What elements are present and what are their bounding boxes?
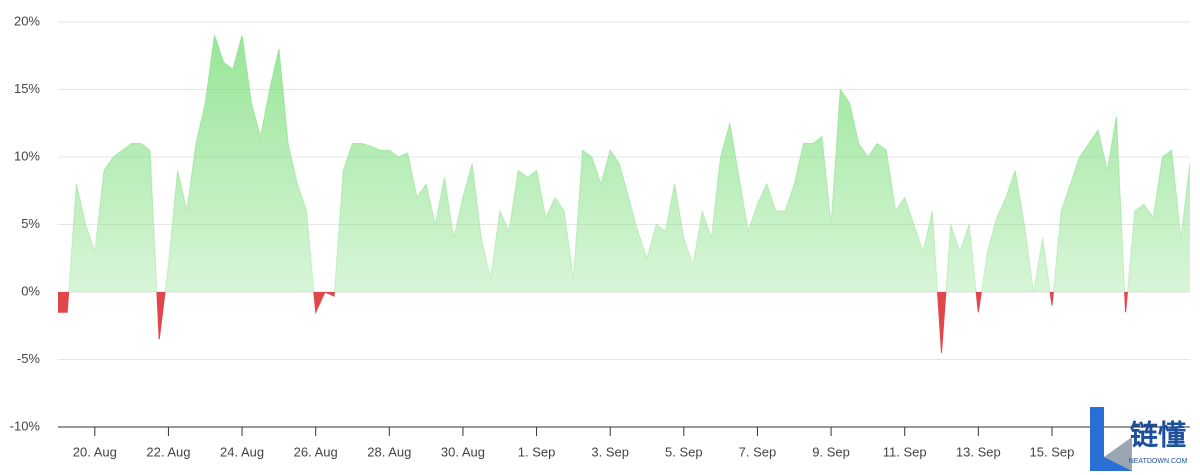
y-tick-label: -5% <box>17 351 41 366</box>
area <box>58 35 1190 353</box>
y-tick-label: 15% <box>14 81 40 96</box>
watermark: 链懂 NEATDOWN.COM <box>1090 407 1187 471</box>
watermark-subtext: NEATDOWN.COM <box>1129 458 1188 465</box>
x-tick-label: 24. Aug <box>220 444 264 459</box>
x-tick-label: 3. Sep <box>591 444 629 459</box>
y-tick-label: 0% <box>21 283 40 298</box>
logo-mark <box>1090 407 1132 471</box>
x-tick-label: 22. Aug <box>146 444 190 459</box>
x-tick-label: 15. Sep <box>1030 444 1075 459</box>
x-tick-label: 7. Sep <box>739 444 777 459</box>
x-tick-label: 9. Sep <box>812 444 850 459</box>
y-tick-label: 20% <box>14 13 40 28</box>
x-tick-label: 5. Sep <box>665 444 703 459</box>
logo-shade <box>1104 437 1132 471</box>
watermark-text: 链懂 <box>1130 419 1186 450</box>
y-tick-label: -10% <box>10 418 41 433</box>
x-tick-label: 13. Sep <box>956 444 1001 459</box>
y-tick-label: 5% <box>21 216 40 231</box>
area-line <box>58 35 1191 353</box>
x-tick-label: 26. Aug <box>294 444 338 459</box>
x-tick-label: 28. Aug <box>367 444 411 459</box>
x-tick-label: 11. Sep <box>883 444 927 459</box>
y-tick-label: 10% <box>14 148 40 163</box>
x-tick-label: 30. Aug <box>441 444 485 459</box>
x-tick-label: 1. Sep <box>518 444 556 459</box>
x-tick-label: 20. Aug <box>73 444 117 459</box>
